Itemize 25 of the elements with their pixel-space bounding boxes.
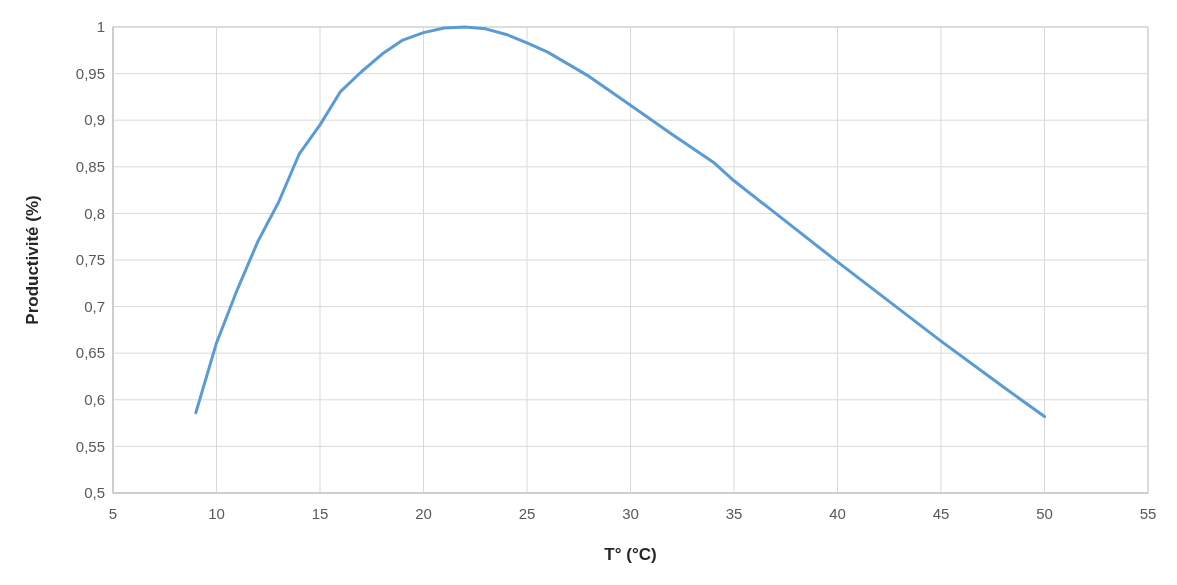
y-tick-label: 0,7	[84, 297, 105, 315]
y-tick-label: 0,6	[84, 391, 105, 409]
x-tick-label: 20	[415, 505, 432, 522]
x-tick-label: 40	[829, 505, 846, 522]
x-tick-label: 30	[622, 505, 639, 522]
x-tick-label: 15	[311, 505, 329, 522]
y-tick-label: 0,55	[75, 437, 105, 455]
x-tick-label: 35	[725, 505, 743, 522]
y-tick-label: 0,65	[75, 344, 105, 362]
y-tick-label: 0,9	[84, 111, 105, 129]
x-tick-label: 50	[1036, 505, 1053, 522]
y-tick-label: 0,95	[75, 64, 105, 82]
y-tick-label: 0,8	[84, 204, 105, 222]
y-tick-label: 0,5	[84, 484, 105, 502]
y-tick-label: 0,75	[75, 251, 105, 269]
y-tick-label: 0,85	[75, 158, 105, 176]
x-tick-label: 45	[932, 505, 950, 522]
y-tick-label: 1	[96, 18, 105, 36]
x-tick-label: 10	[208, 505, 225, 522]
x-tick-label: 5	[108, 505, 118, 522]
y-axis-title: Productivité (%)	[23, 195, 42, 325]
x-tick-label: 25	[518, 505, 536, 522]
x-axis-title: T° (°C)	[604, 545, 657, 564]
x-tick-label: 55	[1139, 505, 1157, 522]
line-series	[194, 25, 1046, 419]
